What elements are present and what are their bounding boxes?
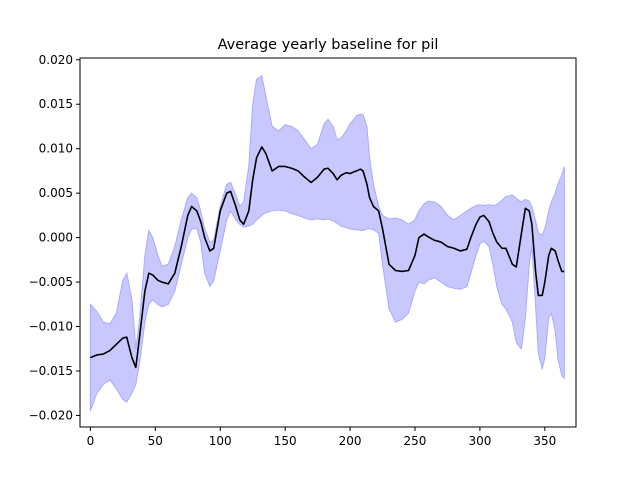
y-tick-label: −0.015 xyxy=(29,364,73,378)
y-tick-label: −0.010 xyxy=(29,320,73,334)
x-tick-label: 100 xyxy=(209,434,232,448)
x-tick-label: 0 xyxy=(87,434,95,448)
y-tick-label: 0.010 xyxy=(39,142,73,156)
plot-frame xyxy=(79,57,577,428)
confidence-band xyxy=(89,74,565,412)
y-tick-label: 0.020 xyxy=(39,53,73,67)
y-tick-label: 0.000 xyxy=(39,231,73,245)
plot-area xyxy=(89,74,565,412)
mean-line xyxy=(90,146,565,369)
x-tick-label: 50 xyxy=(148,434,163,448)
x-tick-label: 150 xyxy=(274,434,297,448)
chart-title: Average yearly baseline for pil xyxy=(218,37,439,53)
y-tick-label: 0.015 xyxy=(39,97,73,111)
y-tick-label: −0.005 xyxy=(29,275,73,289)
y-axis: −0.020 −0.015 −0.010 −0.005 0.000 0.005 0.010 0… xyxy=(29,53,80,422)
x-tick-label: 250 xyxy=(404,434,427,448)
x-tick-label: 300 xyxy=(468,434,491,448)
y-tick-label: 0.005 xyxy=(39,186,73,200)
y-tick-label: −0.020 xyxy=(29,408,73,422)
x-tick-label: 200 xyxy=(339,434,362,448)
x-axis: 0 50 100 150 200 250 300 350 xyxy=(87,427,556,448)
x-tick-label: 350 xyxy=(533,434,556,448)
